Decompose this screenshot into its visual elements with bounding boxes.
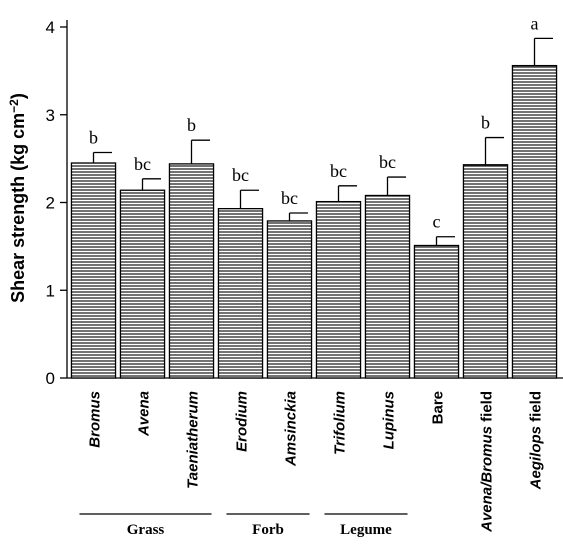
- y-tick-label: 1: [46, 281, 55, 300]
- bar: [364, 194, 411, 379]
- significance-label: bc: [330, 161, 347, 181]
- error-bar: [337, 185, 358, 202]
- significance-label: b: [187, 115, 196, 135]
- category-label: Trifolium: [332, 391, 349, 455]
- bar: [119, 189, 166, 379]
- category-label: Erodium: [234, 391, 251, 452]
- y-tick-label: 3: [46, 106, 55, 125]
- significance-label: bc: [134, 154, 151, 174]
- group-label: Grass: [127, 522, 165, 538]
- significance-label: b: [89, 127, 98, 147]
- category-label: Amsinckia: [283, 391, 300, 467]
- error-bar: [288, 212, 309, 221]
- error-bars: [92, 37, 554, 246]
- error-bar: [92, 151, 113, 164]
- significance-label: bc: [379, 152, 396, 172]
- category-label: Avena/Bromus field: [479, 391, 496, 533]
- category-label: Taeniatherum: [185, 391, 202, 489]
- group-label: Legume: [340, 522, 392, 538]
- bar: [70, 162, 117, 379]
- category-label: Aegilops field: [528, 391, 545, 490]
- bar: [315, 200, 362, 379]
- significance-label: bc: [281, 188, 298, 208]
- bars: [70, 64, 558, 379]
- bar: [168, 163, 215, 379]
- y-tick-label: 2: [46, 194, 55, 213]
- bar: [217, 207, 264, 379]
- category-labels: Bromus Avena Taeniatherum Erodium Amsinckia T…: [87, 391, 545, 533]
- bar: [413, 244, 460, 379]
- category-label: Bare: [430, 391, 447, 424]
- bar: [266, 220, 313, 379]
- y-axis-title: Shear strength (kg cm−2): [7, 93, 28, 303]
- error-bar: [386, 176, 407, 196]
- error-bar: [190, 139, 211, 164]
- significance-label: bc: [232, 165, 249, 185]
- error-bar: [239, 189, 260, 209]
- y-tick-label: 0: [46, 369, 55, 388]
- category-label: Avena: [136, 391, 153, 437]
- significance-label: c: [433, 212, 441, 232]
- group-labels: Grass Forb Legume: [79, 513, 408, 538]
- y-axis-ticks: 0 1 2 3 4: [46, 18, 67, 388]
- significance-labels: b bc b bc bc bc bc c b a: [89, 13, 539, 231]
- bar: [511, 64, 558, 379]
- bar: [462, 164, 509, 379]
- error-bar: [484, 136, 505, 165]
- group-label: Forb: [252, 522, 284, 538]
- error-bar: [533, 37, 554, 66]
- category-label: Lupinus: [381, 391, 398, 449]
- y-tick-label: 4: [46, 18, 55, 37]
- error-bar: [141, 178, 162, 191]
- significance-label: b: [481, 113, 490, 133]
- error-bar: [435, 236, 456, 246]
- significance-label: a: [531, 13, 539, 33]
- category-label: Bromus: [87, 391, 104, 448]
